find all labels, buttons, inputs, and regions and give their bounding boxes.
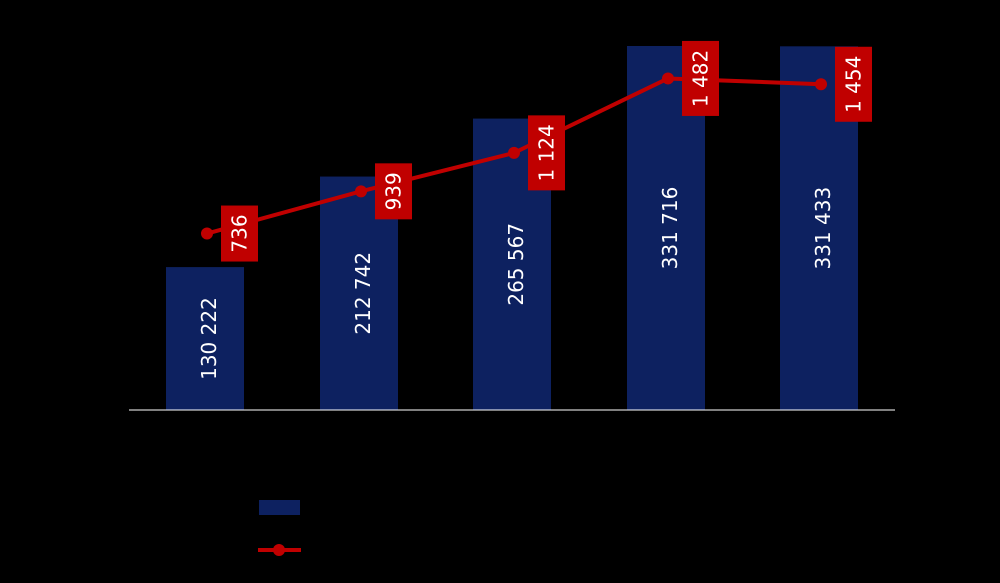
legend bbox=[258, 500, 301, 556]
line-label-0: 736 bbox=[228, 214, 252, 252]
bar-label-4: 331 433 bbox=[811, 187, 835, 270]
line-point-2 bbox=[508, 146, 520, 159]
line-label-3: 1 482 bbox=[689, 50, 713, 107]
bar-series: 130 222 212 742 265 567 331 716 331 433 bbox=[166, 46, 858, 410]
line-label-2: 1 124 bbox=[535, 124, 559, 181]
line-point-3 bbox=[662, 72, 674, 85]
line-label-1: 939 bbox=[382, 172, 406, 210]
bar-label-0: 130 222 bbox=[197, 297, 221, 380]
bar-0 bbox=[166, 267, 244, 410]
line-point-0 bbox=[201, 227, 213, 240]
line-label-box-1 bbox=[375, 163, 412, 220]
line-label-box-3 bbox=[682, 40, 719, 116]
line-label-box-0 bbox=[221, 205, 258, 262]
legend-bar-swatch bbox=[259, 500, 300, 515]
line-series: 736 939 1 124 1 482 1 454 bbox=[201, 40, 872, 262]
line-label-box-4 bbox=[835, 46, 872, 122]
line-label-4: 1 454 bbox=[842, 56, 866, 113]
bar-label-3: 331 716 bbox=[658, 187, 682, 270]
line-point-4 bbox=[815, 78, 827, 91]
bar-label-1: 212 742 bbox=[351, 252, 375, 335]
bar-label-2: 265 567 bbox=[504, 223, 528, 306]
line-point-1 bbox=[355, 185, 367, 198]
line-label-box-2 bbox=[528, 115, 565, 191]
legend-line-marker bbox=[273, 544, 285, 556]
